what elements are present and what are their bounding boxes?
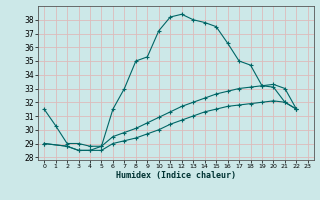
X-axis label: Humidex (Indice chaleur): Humidex (Indice chaleur) [116, 171, 236, 180]
